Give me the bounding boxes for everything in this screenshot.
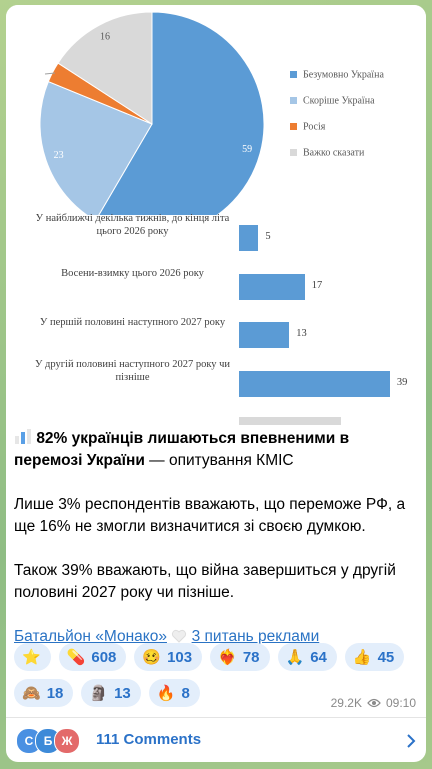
chevron — [407, 734, 416, 748]
legend-label: Скоріше Україна — [303, 95, 375, 106]
headline-rest: — опитування КМІС — [149, 452, 294, 469]
comments-bar[interactable]: С Б Ж 111 Comments — [6, 717, 426, 762]
chart-image: 59 23 16 Безумовно Україна Скоріше Україна Р… — [6, 5, 426, 425]
time: 09:10 — [385, 696, 416, 710]
reaction-count: 45 — [377, 648, 395, 666]
headline-bold: 82% українців лишаються впевненими в пер… — [14, 430, 350, 469]
reaction-emoji: ❤️‍🔥 — [218, 649, 237, 666]
reaction-emoji: 🙈 — [22, 685, 41, 702]
post-text: 82% українців лишаються впевненими в пер… — [14, 428, 418, 648]
reaction-emoji: 💊 — [66, 649, 86, 666]
message-bubble: 59 23 16 Безумовно Україна Скоріше Україна Р… — [6, 5, 426, 762]
bar-label: У найближчі декілька тижнів, до кінця лі… — [35, 213, 230, 237]
reaction-emoji: 🔥 — [156, 685, 176, 702]
bar-value: 13 — [296, 328, 307, 339]
pie-slice — [57, 11, 153, 125]
reaction[interactable]: 💊 608 — [58, 643, 127, 671]
bar — [239, 322, 290, 348]
reaction[interactable]: 👍 45 — [344, 643, 405, 671]
bar — [239, 370, 390, 397]
eye-icon — [367, 698, 381, 708]
paragraph: Також 39% вважають, що війна завершиться… — [14, 562, 396, 601]
legend-swatch — [290, 71, 297, 78]
ads-link[interactable]: 3 питань реклами — [191, 628, 320, 645]
legend-swatch — [290, 149, 297, 156]
reaction-count: 8 — [181, 684, 190, 702]
reaction-count: 64 — [310, 648, 327, 666]
links: Батальйон «Монако» 3 питань реклами — [14, 626, 418, 648]
legend-label: Важко сказати — [303, 147, 365, 158]
reaction[interactable]: 🥴 103 — [134, 643, 203, 671]
reaction-emoji: 👍 — [352, 649, 372, 666]
reaction-count: 78 — [242, 648, 260, 666]
reaction-emoji: 🗿 — [89, 685, 109, 702]
bar-value: 17 — [311, 279, 323, 291]
reaction[interactable]: ⭐ — [14, 643, 51, 671]
reaction-count: 608 — [91, 648, 117, 666]
legend: Безумовно Україна Скоріше Україна Росія Важ… — [290, 69, 384, 158]
reaction[interactable]: 🗿 13 — [81, 679, 141, 707]
legend-label: Безумовно Україна — [303, 69, 384, 80]
reaction[interactable]: 🙏 64 — [277, 643, 337, 671]
bar — [239, 273, 305, 300]
bar-label: Восени-взимку цього 2026 року — [61, 268, 204, 279]
legend-swatch — [290, 123, 297, 130]
bar-label: У другій половині наступного 2027 року ч… — [34, 358, 231, 383]
reaction-emoji: ⭐ — [22, 649, 41, 666]
reaction-count: 18 — [46, 684, 64, 702]
reaction[interactable]: 🔥 8 — [148, 679, 200, 707]
reaction[interactable]: 🙈 18 — [14, 679, 74, 707]
meta: 29.2K 09:10 — [331, 696, 416, 710]
chart-emoji — [15, 429, 31, 444]
leader-line — [44, 72, 56, 75]
bar-label: У першій половині наступного 2027 року — [39, 316, 226, 328]
bar-value: 39 — [396, 376, 408, 388]
channel-link[interactable]: Батальйон «Монако» — [14, 628, 167, 645]
views: 29.2K — [330, 696, 362, 710]
pie-slice — [39, 80, 153, 215]
heart-icon — [172, 629, 187, 643]
reaction-count: 13 — [114, 684, 131, 702]
bar-value: 5 — [265, 231, 271, 242]
reaction-count: 103 — [167, 648, 193, 666]
paragraph: Лише 3% респондентів вважають, що перемо… — [14, 496, 406, 535]
slice-label: 23 — [54, 150, 64, 161]
bar — [239, 225, 259, 251]
slice-label: 59 — [242, 144, 252, 155]
pie: 59 23 16 — [39, 11, 265, 215]
reaction[interactable]: ❤️‍🔥 78 — [210, 643, 270, 671]
reaction-emoji: 🥴 — [142, 649, 162, 666]
headline: 82% українців лишаються впевненими в пер… — [14, 428, 418, 472]
pie-slice — [98, 11, 265, 215]
avatar: Ж — [54, 728, 80, 754]
reactions: ⭐ 💊 608 🥴 103 ❤️‍🔥 78 🙏 64 👍 45 🙈 18 🗿 13 🔥 8 — [14, 643, 424, 707]
cut-off-bar — [239, 417, 341, 425]
slice-label: 16 — [100, 32, 110, 43]
legend-label: Росія — [303, 121, 326, 132]
reaction-emoji: 🙏 — [285, 649, 305, 666]
comments-count[interactable]: 111 Comments — [96, 731, 202, 748]
legend-swatch — [290, 97, 297, 104]
